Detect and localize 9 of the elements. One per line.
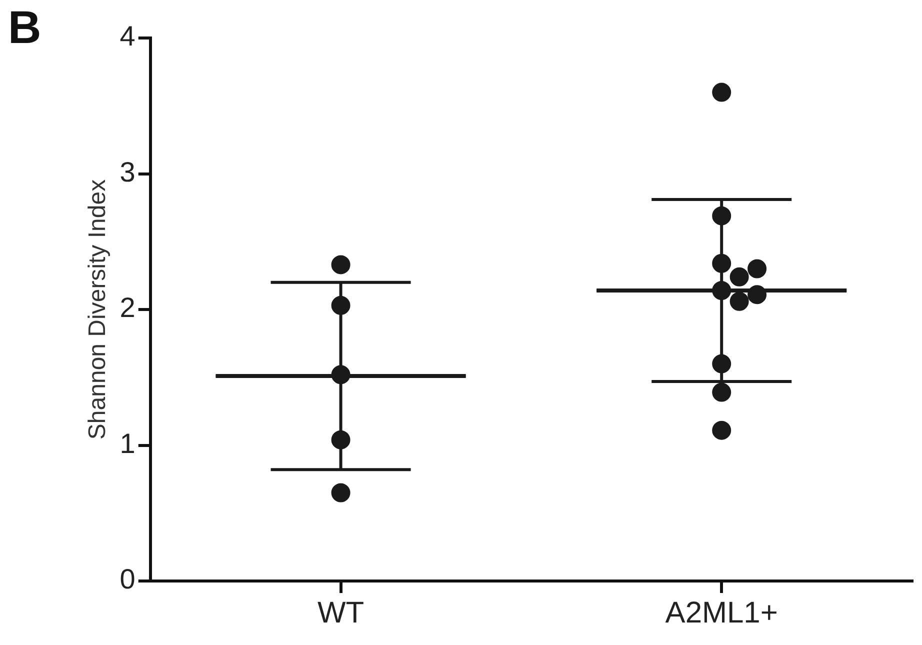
- y-tick-label: 1: [120, 428, 136, 459]
- y-axis-title: Shannon Diversity Index: [84, 179, 112, 440]
- x-tick-label: A2ML1+: [665, 596, 778, 630]
- y-tick-label: 0: [120, 564, 136, 595]
- y-tick-label: 2: [120, 292, 136, 324]
- text: B: [8, 0, 42, 54]
- x-tick-label: WT: [317, 596, 364, 630]
- y-tick-label: 4: [120, 20, 136, 52]
- y-tick-label: 3: [120, 156, 136, 188]
